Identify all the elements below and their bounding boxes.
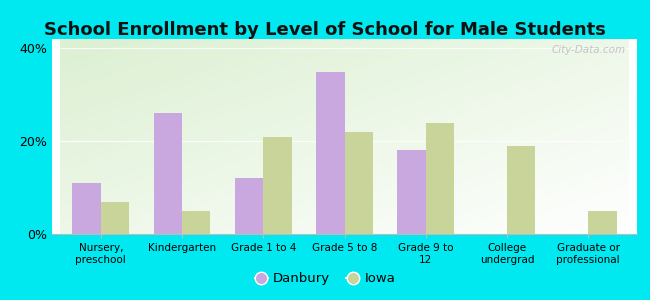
Bar <box>316 71 344 234</box>
Bar <box>72 183 101 234</box>
Legend: Danbury, Iowa: Danbury, Iowa <box>250 267 400 290</box>
Bar <box>263 136 292 234</box>
Bar <box>153 113 182 234</box>
Bar <box>397 150 426 234</box>
Bar <box>235 178 263 234</box>
Bar <box>426 123 454 234</box>
Bar <box>507 146 536 234</box>
Text: School Enrollment by Level of School for Male Students: School Enrollment by Level of School for… <box>44 21 606 39</box>
Bar <box>101 202 129 234</box>
Bar <box>182 211 211 234</box>
Bar <box>588 211 617 234</box>
Text: City-Data.com: City-Data.com <box>551 45 625 55</box>
Bar <box>344 132 373 234</box>
